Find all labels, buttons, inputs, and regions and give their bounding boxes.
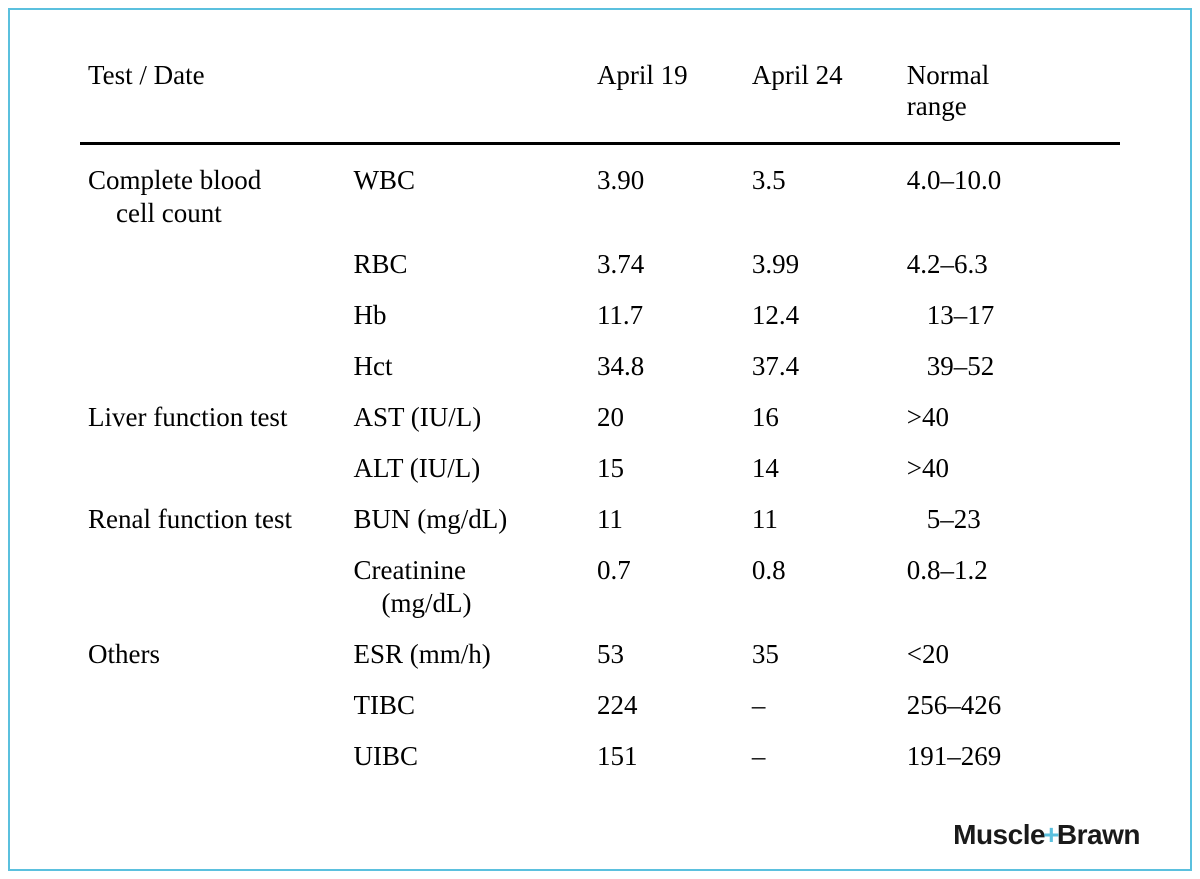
date2-value: 16: [744, 392, 899, 443]
test-name-cell: ESR (mm/h): [346, 629, 589, 680]
category-cell: [80, 290, 346, 341]
category-cell: Complete bloodcell count: [80, 144, 346, 240]
test-name-cell: Hct: [346, 341, 589, 392]
table-row: ALT (IU/L)1514>40: [80, 443, 1120, 494]
test-name-cell: RBC: [346, 239, 589, 290]
category-cell: [80, 545, 346, 629]
date2-value: 14: [744, 443, 899, 494]
date2-value: 0.8: [744, 545, 899, 629]
header-range-line2: range: [907, 91, 967, 121]
category-label: Renal function test: [88, 504, 292, 534]
table-header-row: Test / Date April 19 April 24 Normal ran…: [80, 50, 1120, 144]
date1-value: 20: [589, 392, 744, 443]
date2-value: 37.4: [744, 341, 899, 392]
range-text: 5–23: [907, 504, 981, 534]
table-row: TIBC224–256–426: [80, 680, 1120, 731]
category-cell: [80, 341, 346, 392]
table-row: Renal function testBUN (mg/dL)11115–23: [80, 494, 1120, 545]
table-container: Test / Date April 19 April 24 Normal ran…: [8, 8, 1192, 871]
category-cell: Others: [80, 629, 346, 680]
normal-range-value: >40: [899, 443, 1120, 494]
normal-range-value: 0.8–1.2: [899, 545, 1120, 629]
test-name-line2: (mg/dL): [354, 588, 581, 619]
category-label-line2: cell count: [88, 198, 338, 229]
table-row: Creatinine(mg/dL)0.70.80.8–1.2: [80, 545, 1120, 629]
date1-value: 151: [589, 731, 744, 782]
header-test-date: Test / Date: [80, 50, 346, 144]
range-text: 39–52: [907, 351, 995, 381]
test-name: Creatinine: [354, 555, 466, 585]
test-name-cell: UIBC: [346, 731, 589, 782]
table-row: Others ESR (mm/h)5335<20: [80, 629, 1120, 680]
table-body: Complete bloodcell countWBC3.903.54.0–10…: [80, 144, 1120, 783]
normal-range-value: 4.0–10.0: [899, 144, 1120, 240]
brand-logo: Muscle+Brawn: [953, 819, 1140, 851]
range-text: 13–17: [907, 300, 995, 330]
table-row: Hb11.712.4 13–17: [80, 290, 1120, 341]
table-row: RBC3.743.994.2–6.3: [80, 239, 1120, 290]
date2-value: –: [744, 680, 899, 731]
date1-value: 53: [589, 629, 744, 680]
date1-value: 11.7: [589, 290, 744, 341]
category-cell: [80, 731, 346, 782]
date1-value: 11: [589, 494, 744, 545]
date1-value: 3.74: [589, 239, 744, 290]
date1-value: 15: [589, 443, 744, 494]
header-date2: April 24: [744, 50, 899, 144]
normal-range-value: 13–17: [899, 290, 1120, 341]
category-label: Complete blood: [88, 165, 261, 195]
date2-value: –: [744, 731, 899, 782]
category-label: Liver function test: [88, 402, 287, 432]
normal-range-value: 39–52: [899, 341, 1120, 392]
table-row: UIBC151–191–269: [80, 731, 1120, 782]
category-cell: Renal function test: [80, 494, 346, 545]
test-name-cell: ALT (IU/L): [346, 443, 589, 494]
header-empty: [346, 50, 589, 144]
normal-range-value: 256–426: [899, 680, 1120, 731]
lab-results-table: Test / Date April 19 April 24 Normal ran…: [80, 50, 1120, 782]
test-name-cell: TIBC: [346, 680, 589, 731]
normal-range-value: <20: [899, 629, 1120, 680]
category-cell: [80, 680, 346, 731]
date2-value: 11: [744, 494, 899, 545]
header-date1: April 19: [589, 50, 744, 144]
test-name-cell: AST (IU/L): [346, 392, 589, 443]
header-normal-range: Normal range: [899, 50, 1120, 144]
date1-value: 0.7: [589, 545, 744, 629]
table-row: Liver function test AST (IU/L)2016>40: [80, 392, 1120, 443]
normal-range-value: >40: [899, 392, 1120, 443]
header-range-line1: Normal: [907, 60, 989, 90]
date2-value: 3.99: [744, 239, 899, 290]
logo-part1: Muscle: [953, 819, 1045, 850]
date1-value: 3.90: [589, 144, 744, 240]
category-cell: [80, 443, 346, 494]
logo-part2: Brawn: [1057, 819, 1140, 850]
normal-range-value: 4.2–6.3: [899, 239, 1120, 290]
test-name-cell: Hb: [346, 290, 589, 341]
normal-range-value: 5–23: [899, 494, 1120, 545]
category-cell: [80, 239, 346, 290]
date1-value: 34.8: [589, 341, 744, 392]
date1-value: 224: [589, 680, 744, 731]
normal-range-value: 191–269: [899, 731, 1120, 782]
test-name-cell: WBC: [346, 144, 589, 240]
test-name-cell: Creatinine(mg/dL): [346, 545, 589, 629]
date2-value: 35: [744, 629, 899, 680]
date2-value: 12.4: [744, 290, 899, 341]
table-row: Complete bloodcell countWBC3.903.54.0–10…: [80, 144, 1120, 240]
table-row: Hct34.837.4 39–52: [80, 341, 1120, 392]
test-name-cell: BUN (mg/dL): [346, 494, 589, 545]
category-cell: Liver function test: [80, 392, 346, 443]
category-label: Others: [88, 639, 160, 669]
date2-value: 3.5: [744, 144, 899, 240]
